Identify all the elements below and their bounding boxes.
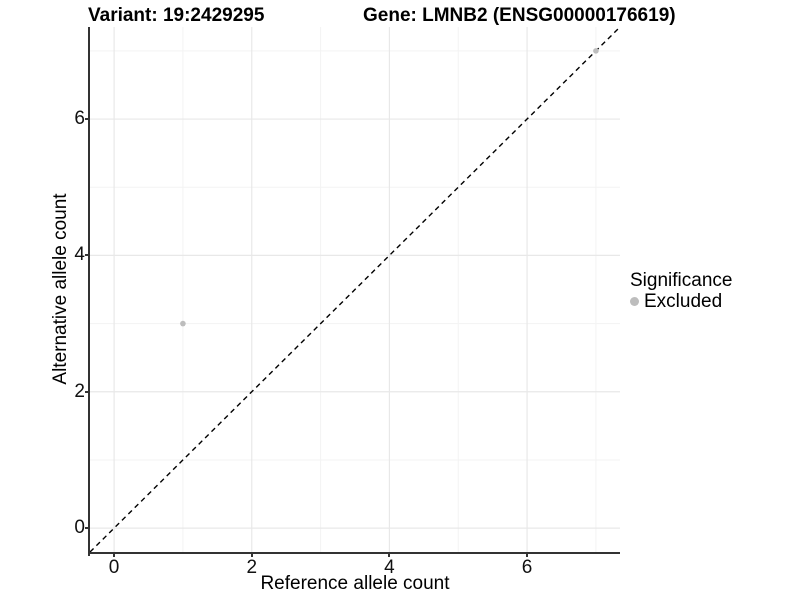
x-tick-mark (388, 552, 391, 557)
x-tick-label: 0 (108, 557, 120, 578)
y-tick-label: 0 (74, 517, 85, 539)
legend-title: Significance (630, 270, 733, 291)
x-axis-line (88, 552, 620, 554)
x-tick-label: 4 (384, 557, 395, 578)
x-axis-title: Reference allele count (260, 573, 450, 594)
plot-panel (90, 27, 620, 552)
legend-item-label: Excluded (644, 291, 723, 312)
excluded-point-icon (630, 297, 639, 306)
y-tick-mark (85, 390, 90, 393)
data-point-excluded (180, 320, 186, 327)
y-tick-mark (85, 254, 90, 257)
x-tick-mark (526, 552, 529, 557)
data-point-excluded (593, 48, 599, 54)
x-tick-label: 6 (521, 557, 533, 578)
x-tick-mark (113, 552, 116, 557)
y-axis-title: Alternative allele count (50, 193, 71, 385)
scatter-plot-canvas (90, 27, 620, 552)
identity-dashed-line (90, 27, 620, 552)
y-tick-label: 2 (74, 380, 85, 402)
y-tick-label: 6 (74, 108, 85, 130)
x-tick-mark (250, 552, 253, 557)
legend: Significance Excluded (630, 270, 732, 312)
y-tick-label: 4 (74, 244, 85, 266)
y-tick-mark (85, 527, 90, 530)
x-tick-label: 2 (246, 557, 258, 578)
plot-title-gene: Gene: LMNB2 (ENSG00000176619) (363, 5, 676, 26)
y-tick-mark (85, 118, 90, 121)
y-axis-line (88, 27, 90, 556)
plot-title-variant: Variant: 19:2429295 (88, 5, 265, 26)
legend-item-excluded: Excluded (630, 291, 732, 312)
